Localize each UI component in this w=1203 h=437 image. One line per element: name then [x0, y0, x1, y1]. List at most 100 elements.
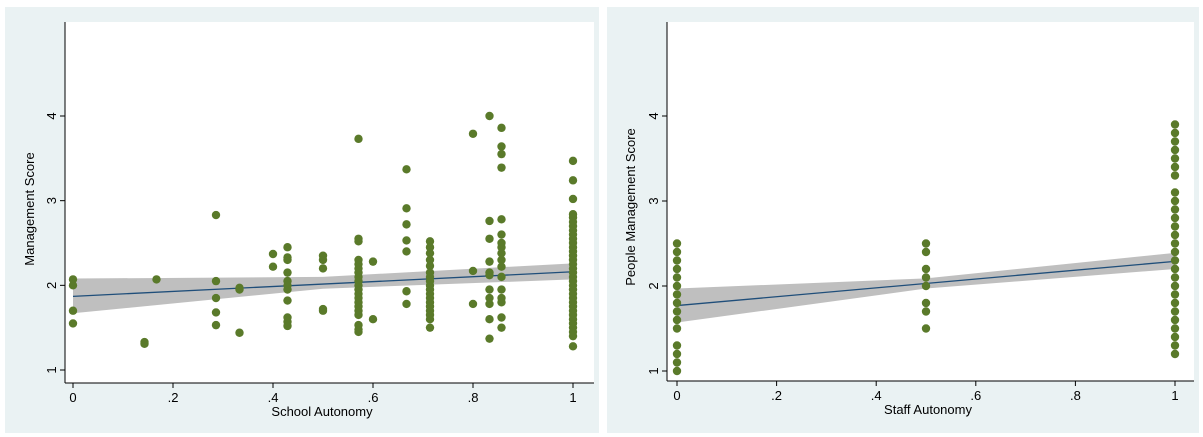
data-point — [283, 268, 292, 277]
data-point — [425, 248, 435, 258]
data-point — [368, 257, 378, 266]
data-point — [497, 262, 506, 271]
data-point — [402, 220, 411, 229]
data-point — [672, 264, 682, 274]
data-point — [672, 358, 682, 367]
data-point — [283, 255, 292, 265]
data-point — [568, 176, 578, 185]
data-point — [211, 276, 221, 286]
data-point — [497, 123, 506, 133]
data-point — [921, 324, 931, 333]
data-point — [485, 293, 494, 303]
data-point — [68, 306, 78, 315]
data-point — [283, 243, 292, 252]
data-point — [354, 237, 363, 246]
data-point — [68, 275, 78, 284]
data-point — [568, 194, 578, 204]
data-point — [485, 315, 494, 324]
data-point — [921, 247, 931, 257]
data-point — [1170, 264, 1180, 274]
data-point — [1170, 281, 1180, 291]
data-point — [152, 275, 161, 284]
data-point — [402, 165, 411, 174]
plot-area — [65, 22, 594, 383]
data-point — [268, 249, 278, 259]
data-point — [485, 111, 494, 121]
data-point — [1170, 247, 1180, 257]
data-point — [497, 163, 506, 172]
data-point — [68, 281, 78, 290]
y-tick-label: 4 — [44, 112, 59, 119]
data-point — [1170, 222, 1180, 231]
data-point — [485, 270, 494, 280]
data-point — [1170, 341, 1180, 350]
data-point — [1170, 137, 1180, 146]
data-point — [1170, 256, 1180, 265]
y-tick-label: 2 — [646, 282, 661, 289]
data-point — [1170, 145, 1180, 155]
data-point — [318, 306, 328, 315]
data-point — [140, 339, 149, 348]
x-tick-label: .6 — [970, 388, 981, 403]
data-point — [672, 281, 682, 291]
y-tick-label: 3 — [646, 197, 661, 204]
x-axis-title: School Autonomy — [271, 404, 373, 419]
data-point — [672, 239, 682, 248]
data-point — [368, 315, 378, 324]
data-point — [425, 237, 435, 246]
data-point — [497, 285, 506, 294]
data-point — [402, 287, 411, 296]
x-tick-label: .4 — [871, 388, 882, 403]
data-point — [235, 285, 244, 294]
data-point — [1170, 213, 1180, 223]
y-axis-title: Management Score — [22, 152, 37, 265]
data-point — [497, 313, 506, 322]
y-tick-label: 2 — [44, 282, 59, 289]
data-point — [485, 299, 494, 309]
data-point — [1170, 154, 1180, 163]
data-point — [425, 261, 435, 271]
data-point — [283, 285, 292, 294]
data-point — [568, 156, 578, 166]
data-point — [497, 149, 506, 159]
x-tick-label: .4 — [268, 390, 279, 405]
data-point — [283, 321, 292, 331]
data-point — [211, 308, 221, 317]
data-point — [268, 262, 278, 271]
data-point — [568, 331, 578, 341]
data-point — [318, 255, 328, 265]
data-point — [211, 293, 221, 303]
x-tick-label: .6 — [368, 390, 379, 405]
data-point — [425, 255, 435, 265]
data-point — [1170, 128, 1180, 138]
y-tick-label: 4 — [646, 112, 661, 119]
data-point — [1170, 120, 1180, 129]
data-point — [1170, 162, 1180, 172]
data-point — [468, 129, 478, 138]
x-tick-label: 1 — [1171, 388, 1178, 403]
data-point — [211, 320, 221, 330]
data-point — [497, 255, 506, 265]
data-point — [497, 323, 506, 332]
x-tick-label: 0 — [69, 390, 76, 405]
data-point — [354, 134, 363, 144]
data-point — [1170, 298, 1180, 308]
data-point — [485, 285, 494, 294]
data-point — [672, 256, 682, 265]
y-tick-label: 1 — [44, 366, 59, 373]
data-point — [425, 315, 435, 324]
data-point — [497, 243, 506, 252]
data-point — [672, 273, 682, 282]
data-point — [402, 247, 411, 256]
data-point — [1170, 273, 1180, 282]
data-point — [672, 341, 682, 350]
data-point — [672, 298, 682, 308]
chart-panel-staff-autonomy: 0 .2 .4 .6 .8 1 1 2 3 4 Staff Autonomy People Man… — [607, 7, 1199, 433]
x-tick-label: .2 — [168, 390, 179, 405]
data-point — [921, 264, 931, 274]
data-point — [1170, 196, 1180, 206]
data-point — [1170, 205, 1180, 214]
data-point — [1170, 324, 1180, 333]
data-point — [235, 328, 244, 337]
data-point — [1170, 307, 1180, 316]
